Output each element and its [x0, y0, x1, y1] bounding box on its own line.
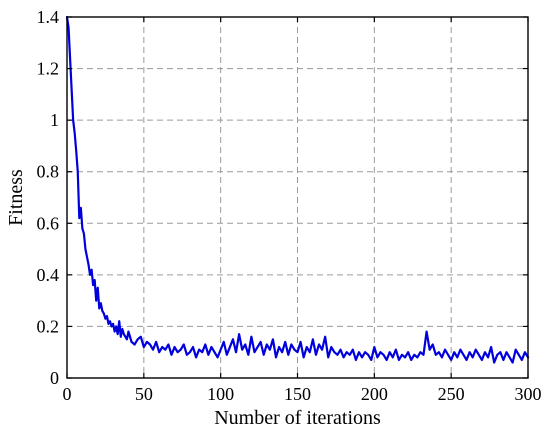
grid: [67, 17, 528, 378]
y-tick-labels: 0 0.2 0.4 0.6 0.8 1 1.2 1.4: [37, 7, 60, 388]
axis-ticks: [66, 16, 529, 379]
y-tick-label: 1.4: [37, 7, 60, 27]
x-tick-label: 50: [135, 384, 153, 404]
x-tick-label: 100: [207, 384, 234, 404]
series-area: [65, 15, 530, 364]
x-tick-label: 0: [63, 384, 72, 404]
x-tick-label: 150: [284, 384, 311, 404]
x-tick-label: 300: [515, 384, 542, 404]
y-tick-label: 1.2: [37, 59, 60, 79]
y-axis-label: Fitness: [5, 169, 27, 226]
y-tick-label: 0.8: [37, 162, 60, 182]
x-tick-label: 200: [361, 384, 388, 404]
series-line-0: [65, 15, 530, 364]
x-axis-label: Number of iterations: [214, 407, 381, 429]
y-tick-label: 0.6: [37, 213, 60, 233]
y-tick-label: 1: [50, 110, 59, 130]
x-tick-labels: 0 50 100 150 200 250 300: [63, 384, 542, 404]
y-tick-label: 0: [50, 368, 59, 388]
y-tick-label: 0.4: [37, 265, 60, 285]
x-tick-label: 250: [438, 384, 465, 404]
y-tick-label: 0.2: [37, 316, 60, 336]
